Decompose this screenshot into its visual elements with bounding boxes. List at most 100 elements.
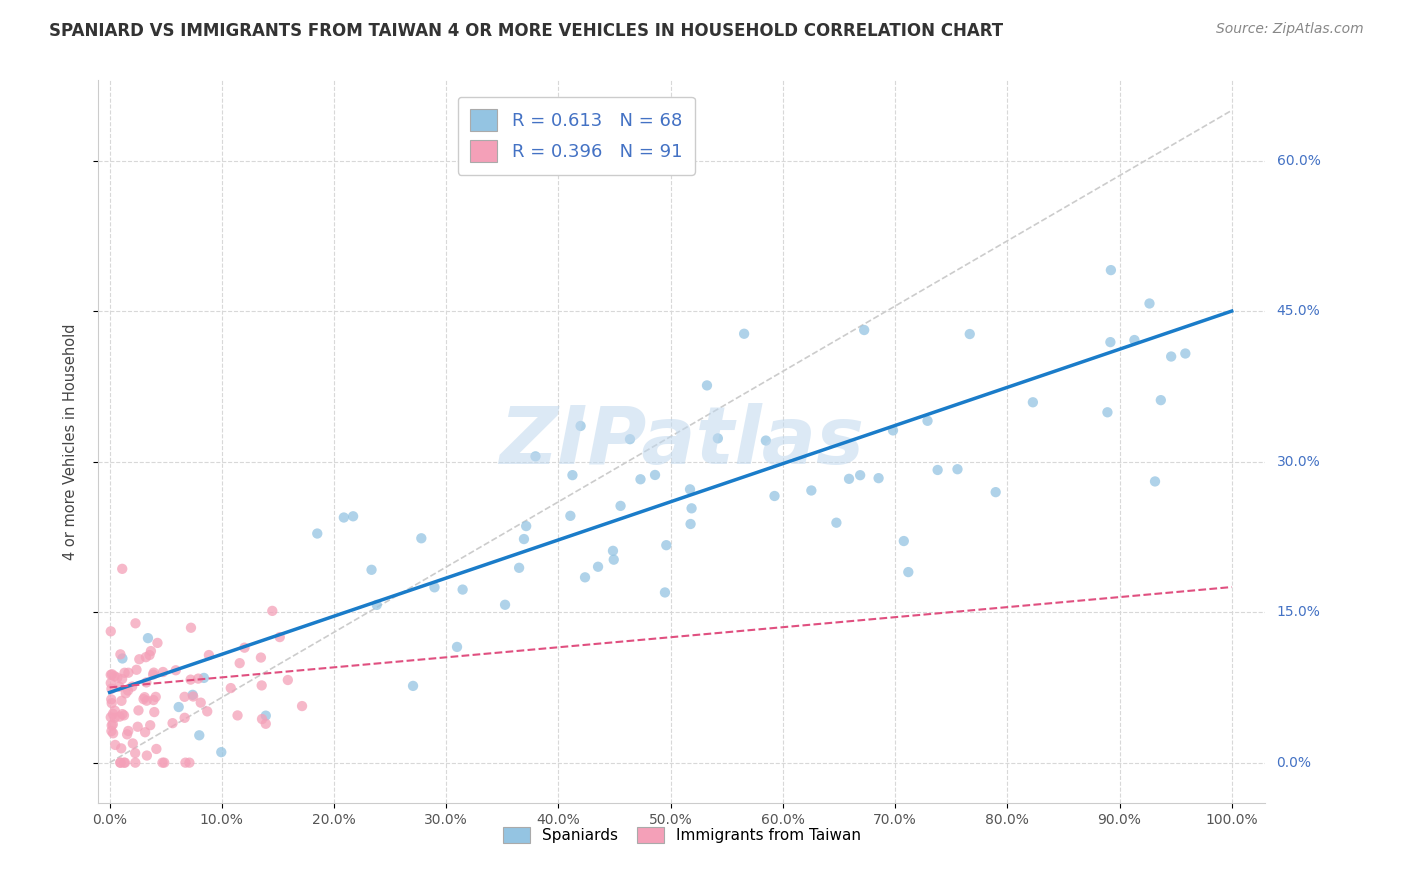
Point: [117, 723, 139, 738]
Point: [110, 648, 132, 662]
Point: [366, 598, 388, 612]
Point: [124, 756, 146, 770]
Point: [1022, 395, 1045, 409]
Text: 45.0%: 45.0%: [1277, 304, 1320, 318]
Point: [115, 727, 138, 741]
Point: [100, 624, 122, 639]
Point: [101, 717, 124, 731]
Text: 30.0%: 30.0%: [1277, 455, 1320, 468]
Point: [127, 720, 149, 734]
Point: [679, 516, 702, 531]
Point: [179, 756, 201, 770]
Point: [111, 562, 134, 576]
Point: [524, 450, 547, 464]
Point: [143, 705, 166, 719]
Point: [100, 681, 122, 696]
Point: [146, 636, 169, 650]
Point: [1099, 263, 1122, 277]
Point: [513, 532, 536, 546]
Point: [110, 741, 132, 756]
Point: [630, 472, 652, 486]
Point: [825, 516, 848, 530]
Point: [153, 756, 176, 770]
Point: [167, 700, 190, 714]
Point: [104, 738, 127, 752]
Point: [574, 570, 596, 584]
Point: [897, 565, 920, 579]
Point: [1097, 405, 1119, 419]
Point: [250, 712, 273, 726]
Point: [561, 468, 583, 483]
Point: [108, 680, 131, 694]
Point: [142, 665, 165, 680]
Point: [868, 471, 890, 485]
Point: [254, 708, 277, 723]
Point: [180, 673, 202, 687]
Point: [254, 716, 277, 731]
Y-axis label: 4 or more Vehicles in Household: 4 or more Vehicles in Household: [63, 323, 77, 560]
Point: [173, 690, 195, 704]
Point: [111, 707, 134, 722]
Point: [1143, 475, 1166, 489]
Point: [110, 694, 132, 708]
Point: [446, 640, 468, 654]
Point: [586, 559, 609, 574]
Point: [152, 756, 174, 770]
Point: [111, 651, 134, 665]
Point: [124, 746, 146, 760]
Point: [100, 718, 122, 732]
Point: [101, 726, 124, 740]
Point: [800, 483, 823, 498]
Point: [127, 703, 149, 717]
Point: [100, 696, 122, 710]
Point: [959, 326, 981, 341]
Point: [853, 323, 876, 337]
Point: [193, 671, 215, 685]
Point: [707, 431, 730, 445]
Point: [609, 499, 631, 513]
Point: [307, 526, 329, 541]
Point: [250, 650, 273, 665]
Point: [100, 676, 122, 690]
Point: [128, 652, 150, 666]
Point: [755, 434, 778, 448]
Point: [1099, 335, 1122, 350]
Point: [114, 665, 136, 680]
Point: [927, 463, 949, 477]
Point: [134, 690, 156, 705]
Point: [104, 704, 127, 718]
Point: [1139, 296, 1161, 310]
Point: [654, 585, 676, 599]
Point: [250, 678, 273, 692]
Point: [162, 716, 184, 731]
Point: [1160, 350, 1182, 364]
Point: [679, 483, 702, 497]
Point: [219, 681, 242, 695]
Point: [569, 419, 592, 434]
Point: [411, 531, 433, 545]
Point: [112, 708, 135, 723]
Point: [451, 582, 474, 597]
Point: [121, 680, 143, 694]
Point: [111, 672, 134, 686]
Point: [893, 534, 915, 549]
Point: [602, 544, 624, 558]
Point: [917, 414, 939, 428]
Point: [181, 690, 204, 704]
Point: [135, 748, 157, 763]
Point: [100, 710, 122, 724]
Point: [360, 563, 382, 577]
Point: [733, 326, 755, 341]
Point: [402, 679, 425, 693]
Point: [135, 694, 157, 708]
Text: SPANIARD VS IMMIGRANTS FROM TAIWAN 4 OR MORE VEHICLES IN HOUSEHOLD CORRELATION C: SPANIARD VS IMMIGRANTS FROM TAIWAN 4 OR …: [49, 22, 1004, 40]
Point: [100, 724, 122, 739]
Text: 15.0%: 15.0%: [1277, 605, 1320, 619]
Point: [209, 745, 232, 759]
Point: [139, 644, 162, 658]
Point: [138, 648, 160, 662]
Point: [1150, 393, 1173, 408]
Point: [560, 508, 582, 523]
Point: [494, 598, 516, 612]
Point: [110, 756, 132, 770]
